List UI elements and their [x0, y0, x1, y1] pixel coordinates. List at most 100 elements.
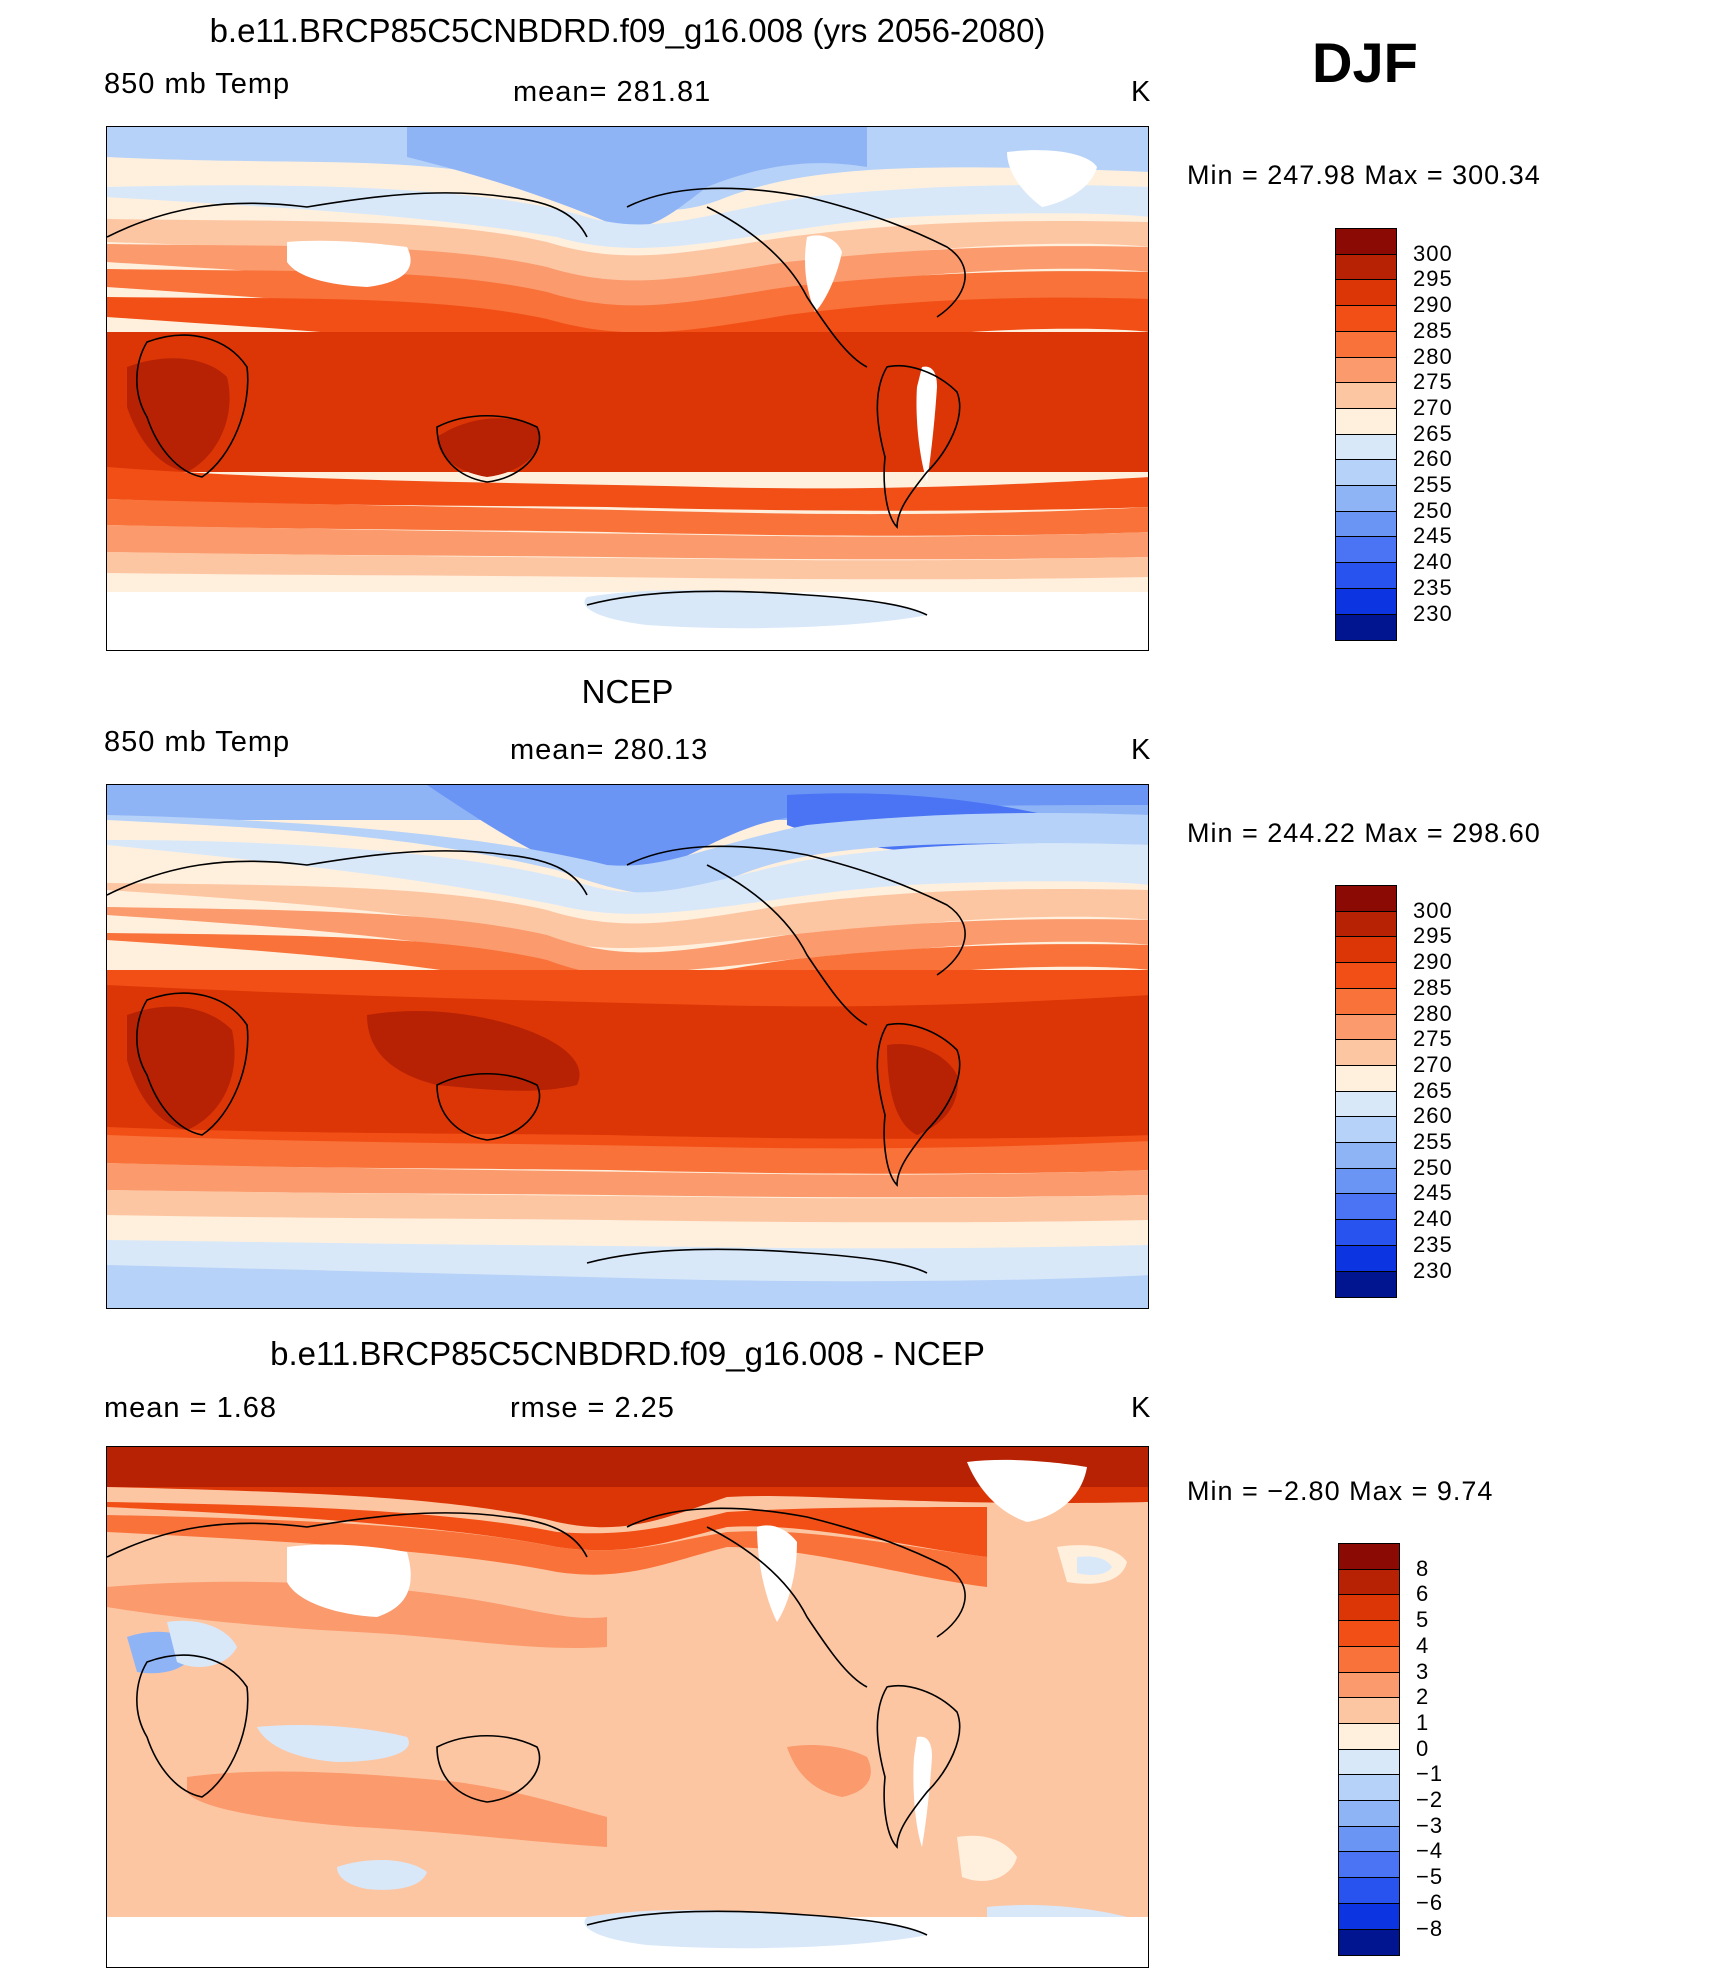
panel-2-map: [106, 784, 1149, 1309]
colorbar-tick-label: 0: [1416, 1735, 1430, 1761]
colorbar-tick-label: 270: [1413, 1051, 1453, 1077]
colorbar-tick-label: −4: [1416, 1838, 1444, 1864]
panel-2-mean-label: mean= 280.13: [510, 734, 709, 766]
colorbar-tick-label: 250: [1413, 1154, 1453, 1180]
panel-2-variable-label: 850 mb Temp: [104, 726, 291, 758]
colorbar-swatch: [1335, 485, 1397, 513]
colorbar-swatch: [1338, 1620, 1400, 1648]
colorbar-swatch: [1338, 1748, 1400, 1776]
colorbar-tick-label: 3: [1416, 1658, 1430, 1684]
colorbar-tick-label: 290: [1413, 292, 1453, 318]
colorbar-swatch: [1335, 510, 1397, 538]
colorbar-tick-label: −8: [1416, 1915, 1444, 1941]
colorbar-swatch: [1335, 1116, 1397, 1144]
colorbar-swatch: [1338, 1902, 1400, 1930]
colorbar-swatch: [1338, 1697, 1400, 1725]
colorbar-tick-label: 290: [1413, 949, 1453, 975]
colorbar-swatch: [1338, 1543, 1400, 1571]
colorbar-swatch: [1335, 885, 1397, 913]
colorbar-swatch: [1338, 1594, 1400, 1622]
colorbar-tick-label: 235: [1413, 1231, 1453, 1257]
panel-2-minmax: Min = 244.22 Max = 298.60: [1187, 818, 1541, 848]
colorbar-tick-label: −5: [1416, 1864, 1444, 1890]
colorbar-swatch: [1335, 407, 1397, 436]
colorbar-tick-label: 295: [1413, 923, 1453, 949]
colorbar-tick-label: 235: [1413, 574, 1453, 600]
panel-1-title: b.e11.BRCP85C5CNBDRD.f09_g16.008 (yrs 20…: [209, 12, 1046, 49]
colorbar-swatch: [1338, 1645, 1400, 1673]
colorbar-tick-label: 275: [1413, 1026, 1453, 1052]
panel-1-mean-label: mean= 281.81: [513, 76, 712, 108]
panel-3-units-label: K: [1131, 1392, 1152, 1424]
season-label: DJF: [1312, 31, 1418, 94]
colorbar-swatch: [1335, 1142, 1397, 1170]
colorbar-tick-label: 265: [1413, 1077, 1453, 1103]
colorbar-tick-label: 240: [1413, 549, 1453, 575]
colorbar-swatch: [1335, 356, 1397, 384]
colorbar-swatch: [1335, 1167, 1397, 1195]
colorbar-tick-label: 245: [1413, 523, 1453, 549]
colorbar-swatch: [1335, 279, 1397, 307]
colorbar-tick-label: 260: [1413, 446, 1453, 472]
panel-1-map: [106, 126, 1149, 651]
colorbar-tick-label: 5: [1416, 1607, 1430, 1633]
colorbar-swatch: [1335, 562, 1397, 590]
colorbar-swatch: [1335, 962, 1397, 990]
colorbar-swatch: [1335, 1013, 1397, 1041]
colorbar-swatch: [1338, 1825, 1400, 1853]
colorbar-swatch: [1335, 1090, 1397, 1118]
colorbar-tick-label: 6: [1416, 1581, 1430, 1607]
colorbar-swatch: [1335, 459, 1397, 487]
colorbar-swatch: [1335, 433, 1397, 461]
colorbar-tick-label: −6: [1416, 1889, 1444, 1915]
colorbar-tick-label: 295: [1413, 266, 1453, 292]
panel-2-title: NCEP: [581, 673, 674, 710]
panel-3-title: b.e11.BRCP85C5CNBDRD.f09_g16.008 - NCEP: [270, 1335, 985, 1372]
colorbar-swatch: [1335, 1244, 1397, 1272]
colorbar-tick-label: 2: [1416, 1684, 1430, 1710]
colorbar-tick-label: 270: [1413, 394, 1453, 420]
colorbar-tick-label: 280: [1413, 1000, 1453, 1026]
colorbar-tick-label: −2: [1416, 1787, 1444, 1812]
colorbar-tick-label: 275: [1413, 369, 1453, 395]
colorbar-tick-label: 4: [1416, 1632, 1430, 1658]
panel-1-units-label: K: [1131, 76, 1152, 108]
colorbar-swatch: [1335, 910, 1397, 938]
colorbar-swatch: [1335, 987, 1397, 1015]
colorbar-tick-label: 300: [1413, 240, 1453, 266]
colorbar-swatch: [1335, 1219, 1397, 1247]
colorbar-tick-label: 260: [1413, 1103, 1453, 1129]
colorbar-tick-label: 285: [1413, 974, 1453, 1000]
colorbar-swatch: [1335, 330, 1397, 358]
colorbar-tick-label: 285: [1413, 317, 1453, 343]
colorbar-swatch: [1338, 1671, 1400, 1699]
colorbar-swatch: [1338, 1928, 1400, 1956]
colorbar-swatch: [1338, 1877, 1400, 1905]
colorbar-tick-label: 230: [1413, 1257, 1453, 1283]
colorbar-swatch: [1335, 1064, 1397, 1093]
colorbar-swatch: [1335, 536, 1397, 564]
colorbar-tick-label: 8: [1416, 1555, 1430, 1581]
colorbar-swatch: [1335, 936, 1397, 964]
colorbar-tick-label: 250: [1413, 497, 1453, 523]
colorbar-tick-label: 265: [1413, 420, 1453, 446]
colorbar-swatch: [1335, 228, 1397, 256]
colorbar-tick-label: 280: [1413, 343, 1453, 369]
colorbar-swatch: [1335, 613, 1397, 641]
colorbar-swatch: [1335, 253, 1397, 281]
colorbar-swatch: [1335, 1039, 1397, 1067]
colorbar-tick-label: 255: [1413, 1129, 1453, 1154]
colorbar-swatch: [1338, 1851, 1400, 1879]
colorbar-swatch: [1335, 305, 1397, 333]
colorbar-tick-label: 255: [1413, 472, 1453, 497]
colorbar-tick-label: 240: [1413, 1206, 1453, 1232]
colorbar-swatch: [1335, 1270, 1397, 1298]
panel-1-variable-label: 850 mb Temp: [104, 68, 291, 100]
colorbar-tick-label: −1: [1416, 1761, 1444, 1787]
panel-1-minmax: Min = 247.98 Max = 300.34: [1187, 160, 1541, 190]
panel-3-mean-label: mean = 1.68: [104, 1392, 278, 1424]
colorbar-swatch: [1338, 1800, 1400, 1828]
colorbar-tick-label: 245: [1413, 1180, 1453, 1206]
colorbar-tick-label: 300: [1413, 897, 1453, 923]
colorbar-swatch: [1335, 587, 1397, 615]
